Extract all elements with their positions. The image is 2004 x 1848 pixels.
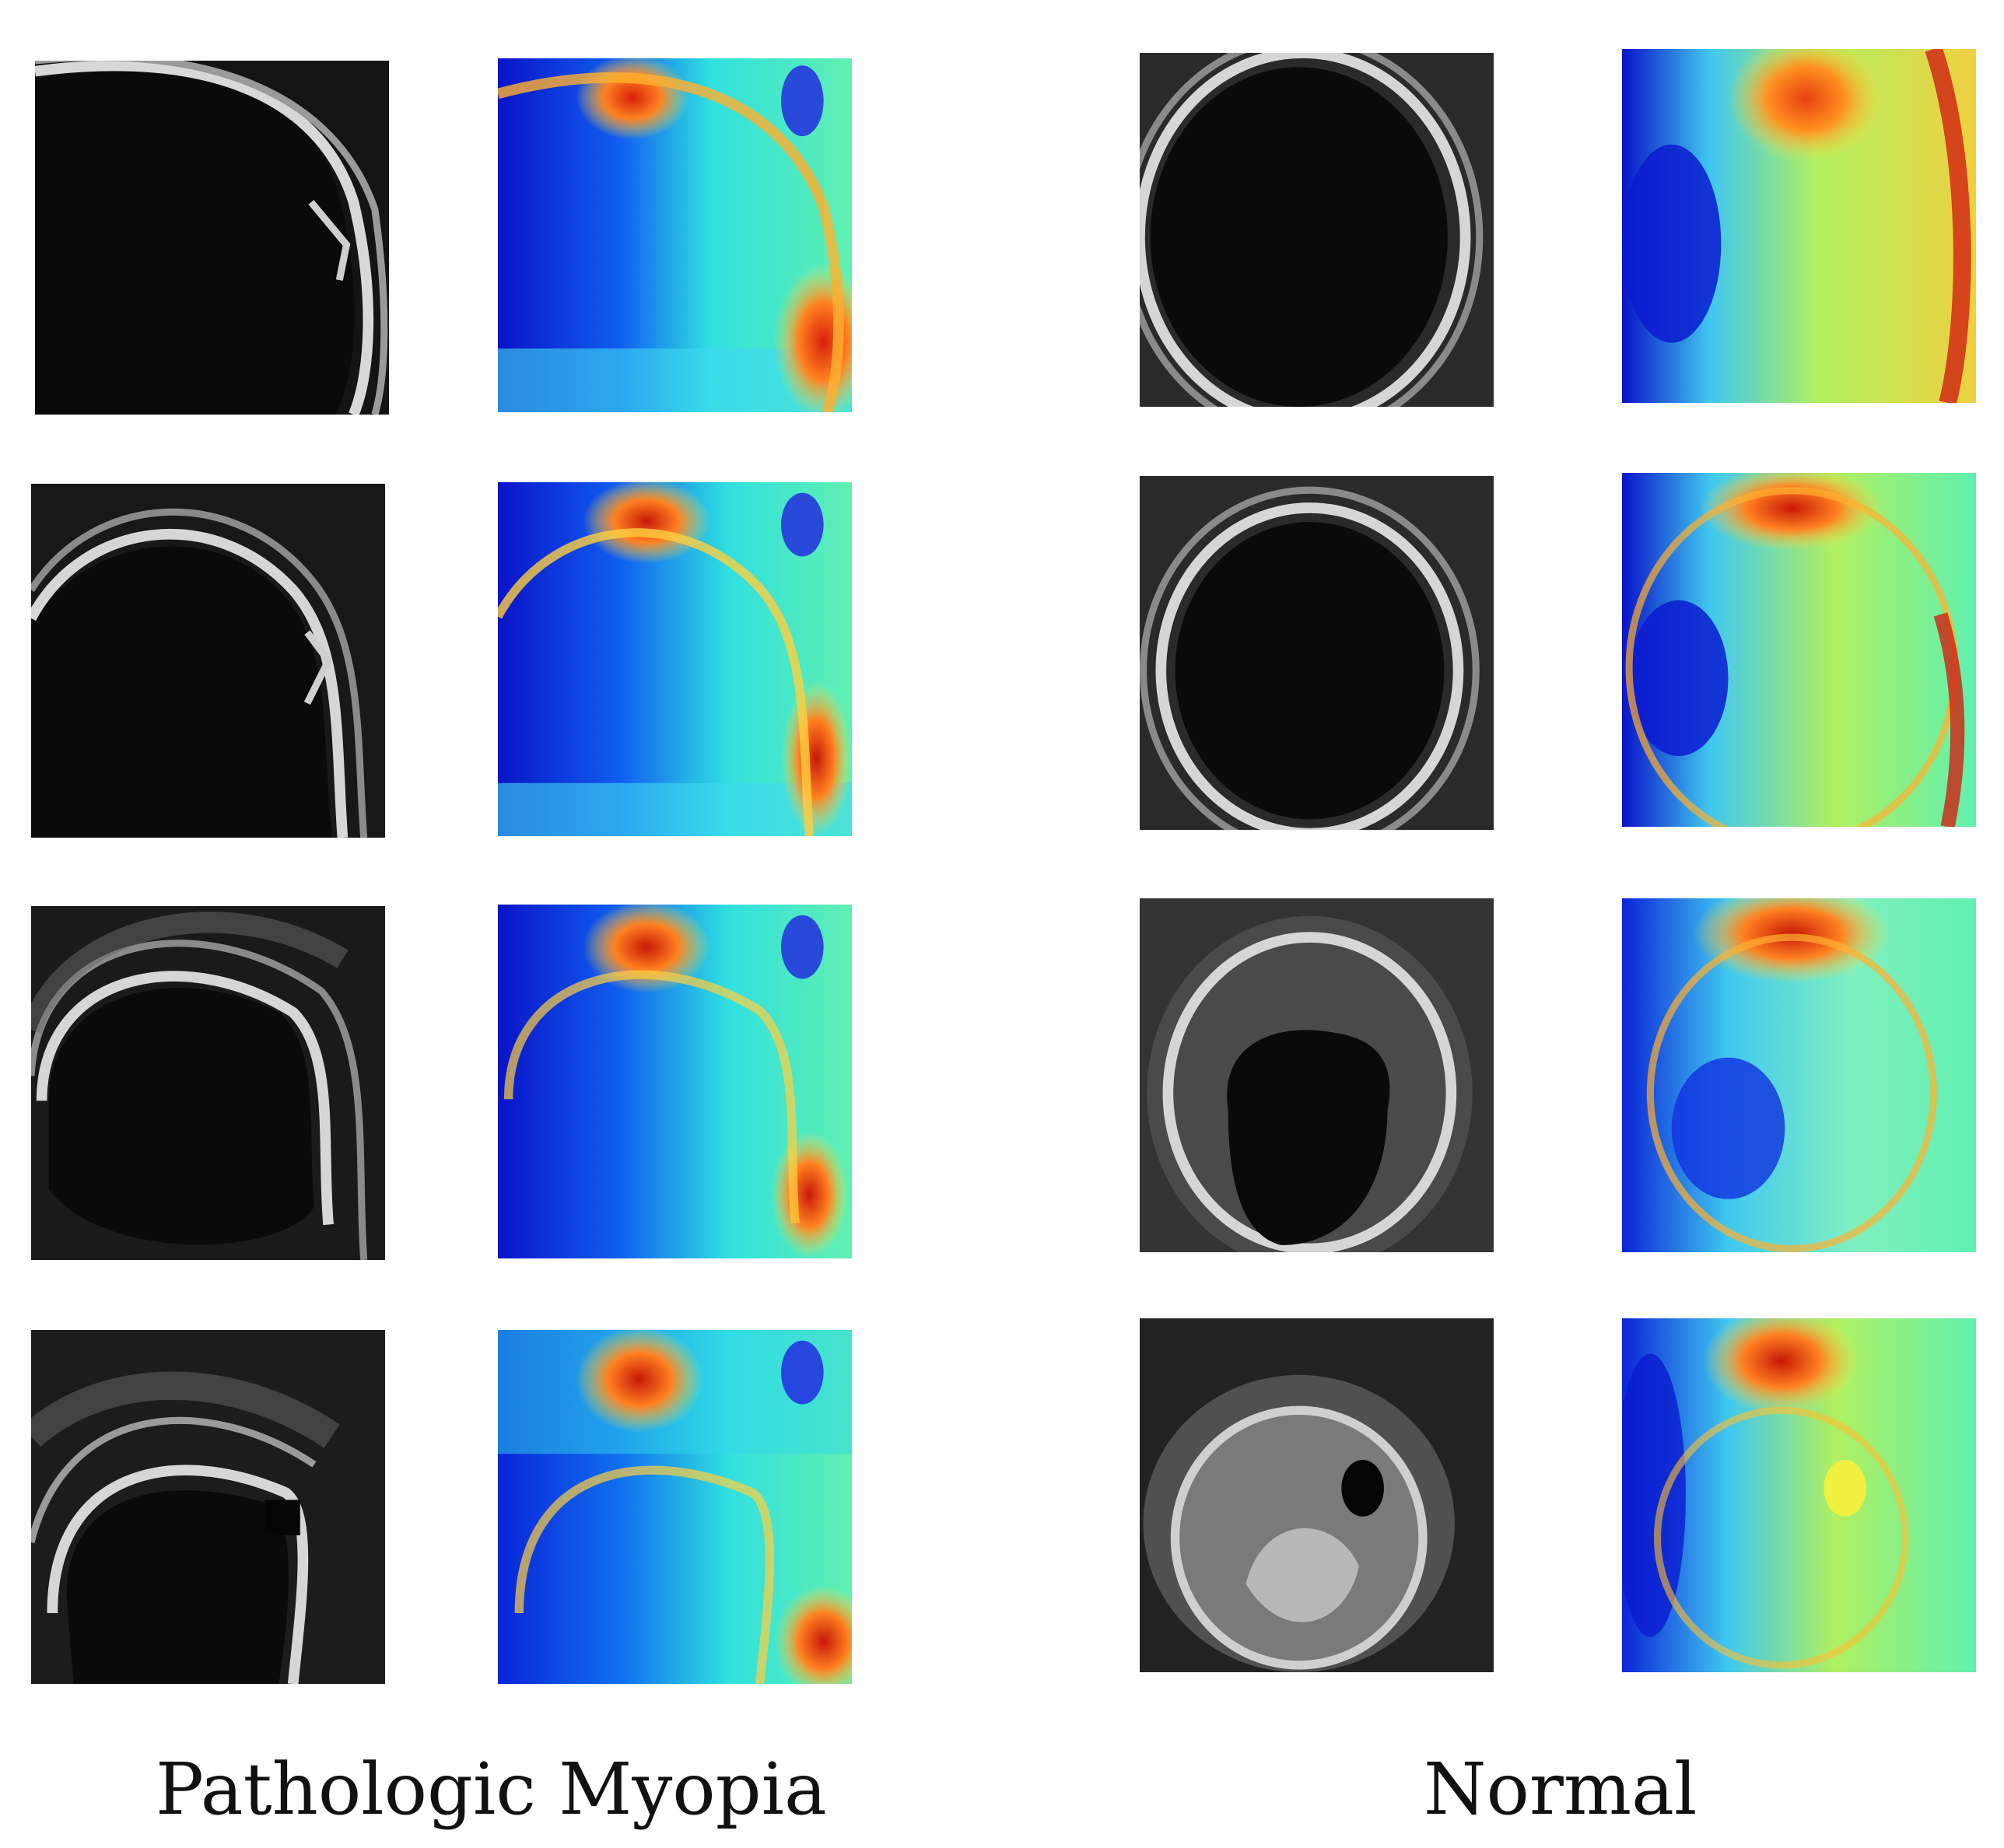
group-label-normal: Normal [1424,1748,1697,1831]
myopia-scan-4 [31,1330,385,1684]
myopia-scan-3 [31,906,385,1260]
myopia-heatmap-3 [498,905,852,1258]
normal-scan-3 [1140,898,1494,1252]
normal-heatmap-4 [1622,1318,1976,1672]
normal-scan-4 [1140,1318,1494,1672]
normal-scan-2 [1140,476,1494,830]
normal-heatmap-2 [1622,473,1976,827]
myopia-heatmap-2 [498,482,852,836]
group-label-pathologic-myopia: Pathologic Myopia [156,1748,827,1831]
myopia-heatmap-1 [498,58,852,412]
myopia-heatmap-4 [498,1330,852,1684]
myopia-scan-2 [31,484,385,838]
normal-heatmap-3 [1622,898,1976,1252]
myopia-scan-1 [35,61,389,415]
normal-heatmap-1 [1622,49,1976,403]
normal-scan-1 [1140,53,1494,407]
